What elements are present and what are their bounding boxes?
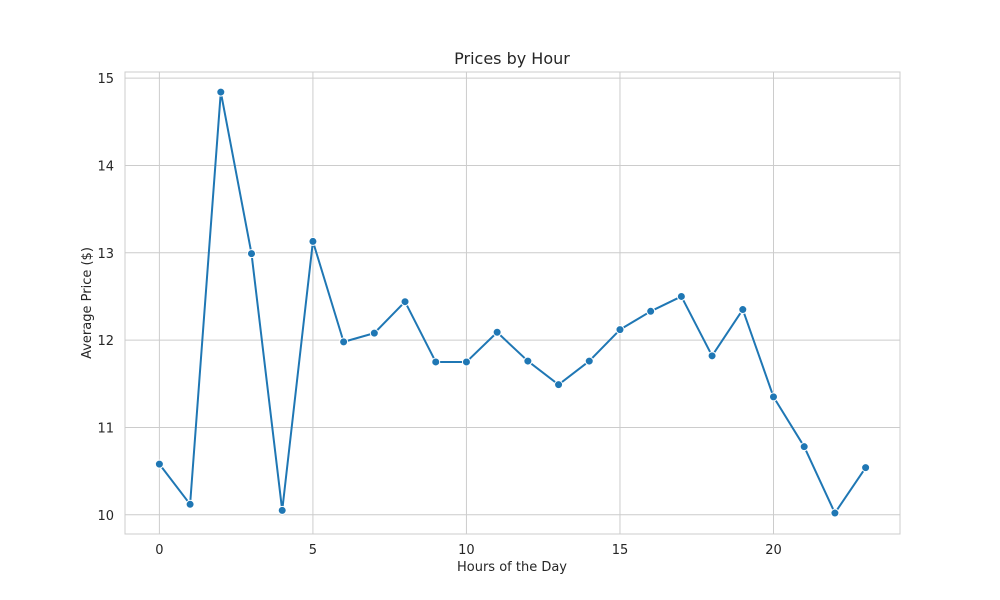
data-point — [676, 291, 686, 301]
data-point — [216, 87, 226, 97]
data-point — [768, 392, 778, 402]
data-point — [707, 351, 717, 361]
series-layer — [154, 87, 871, 518]
data-point — [799, 442, 809, 452]
data-point — [277, 505, 287, 515]
data-point — [339, 337, 349, 347]
data-point — [554, 380, 564, 390]
x-tick-label: 15 — [612, 543, 629, 558]
data-point — [308, 236, 318, 246]
y-tick-label: 11 — [97, 421, 114, 436]
data-point — [646, 306, 656, 316]
y-axis-label: Average Price ($) — [80, 247, 95, 359]
x-tick-label: 0 — [155, 543, 163, 558]
data-point — [523, 356, 533, 366]
data-point — [247, 249, 257, 259]
data-point — [830, 508, 840, 518]
data-point — [461, 357, 471, 367]
data-point — [185, 499, 195, 509]
x-axis-label: Hours of the Day — [457, 560, 567, 575]
grid — [125, 72, 900, 534]
data-point — [369, 328, 379, 338]
plot-frame — [124, 71, 901, 535]
data-point — [738, 305, 748, 315]
data-point — [615, 325, 625, 335]
tick-labels: 0 5 10 15 20 10 11 12 13 14 15 — [97, 72, 781, 558]
y-tick-label: 14 — [97, 159, 114, 174]
chart-title: Prices by Hour — [454, 49, 570, 68]
x-tick-label: 10 — [458, 543, 475, 558]
data-point — [154, 459, 164, 469]
y-tick-label: 10 — [97, 509, 114, 524]
data-point — [861, 463, 871, 473]
x-tick-label: 20 — [765, 543, 782, 558]
data-point — [584, 356, 594, 366]
data-point — [492, 327, 502, 337]
x-tick-label: 5 — [309, 543, 317, 558]
data-point — [431, 357, 441, 367]
y-tick-label: 15 — [97, 72, 114, 87]
data-point — [400, 297, 410, 307]
y-tick-label: 13 — [97, 247, 114, 262]
series-line — [158, 91, 867, 515]
y-tick-label: 12 — [97, 334, 114, 349]
